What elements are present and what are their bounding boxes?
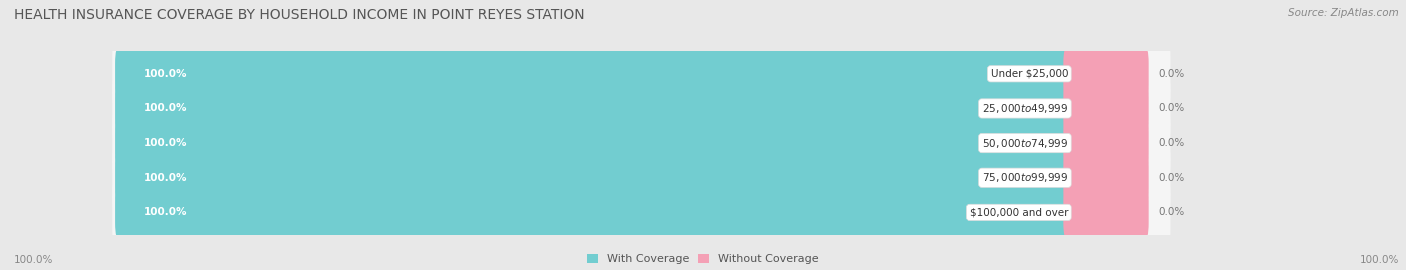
Text: Source: ZipAtlas.com: Source: ZipAtlas.com [1288,8,1399,18]
FancyBboxPatch shape [115,80,1073,137]
FancyBboxPatch shape [112,133,1170,222]
FancyBboxPatch shape [112,29,1170,119]
Text: 100.0%: 100.0% [14,255,53,265]
FancyBboxPatch shape [115,46,1073,102]
Text: 100.0%: 100.0% [143,103,187,113]
FancyBboxPatch shape [1063,150,1149,206]
Text: 0.0%: 0.0% [1159,69,1184,79]
Text: $100,000 and over: $100,000 and over [970,207,1069,217]
FancyBboxPatch shape [1063,115,1149,171]
Text: 100.0%: 100.0% [143,138,187,148]
Text: HEALTH INSURANCE COVERAGE BY HOUSEHOLD INCOME IN POINT REYES STATION: HEALTH INSURANCE COVERAGE BY HOUSEHOLD I… [14,8,585,22]
Text: 100.0%: 100.0% [143,69,187,79]
Text: 0.0%: 0.0% [1159,207,1184,217]
Legend: With Coverage, Without Coverage: With Coverage, Without Coverage [588,254,818,264]
FancyBboxPatch shape [112,64,1170,153]
FancyBboxPatch shape [112,98,1170,188]
Text: 0.0%: 0.0% [1159,103,1184,113]
FancyBboxPatch shape [115,115,1073,171]
FancyBboxPatch shape [1063,184,1149,241]
Text: $75,000 to $99,999: $75,000 to $99,999 [981,171,1069,184]
Text: 100.0%: 100.0% [143,173,187,183]
Text: 0.0%: 0.0% [1159,173,1184,183]
FancyBboxPatch shape [115,184,1073,241]
FancyBboxPatch shape [1063,46,1149,102]
Text: 100.0%: 100.0% [1360,255,1399,265]
Text: $25,000 to $49,999: $25,000 to $49,999 [981,102,1069,115]
Text: 0.0%: 0.0% [1159,138,1184,148]
Text: $50,000 to $74,999: $50,000 to $74,999 [981,137,1069,150]
Text: Under $25,000: Under $25,000 [991,69,1069,79]
FancyBboxPatch shape [112,168,1170,257]
FancyBboxPatch shape [1063,80,1149,137]
Text: 100.0%: 100.0% [143,207,187,217]
FancyBboxPatch shape [115,150,1073,206]
